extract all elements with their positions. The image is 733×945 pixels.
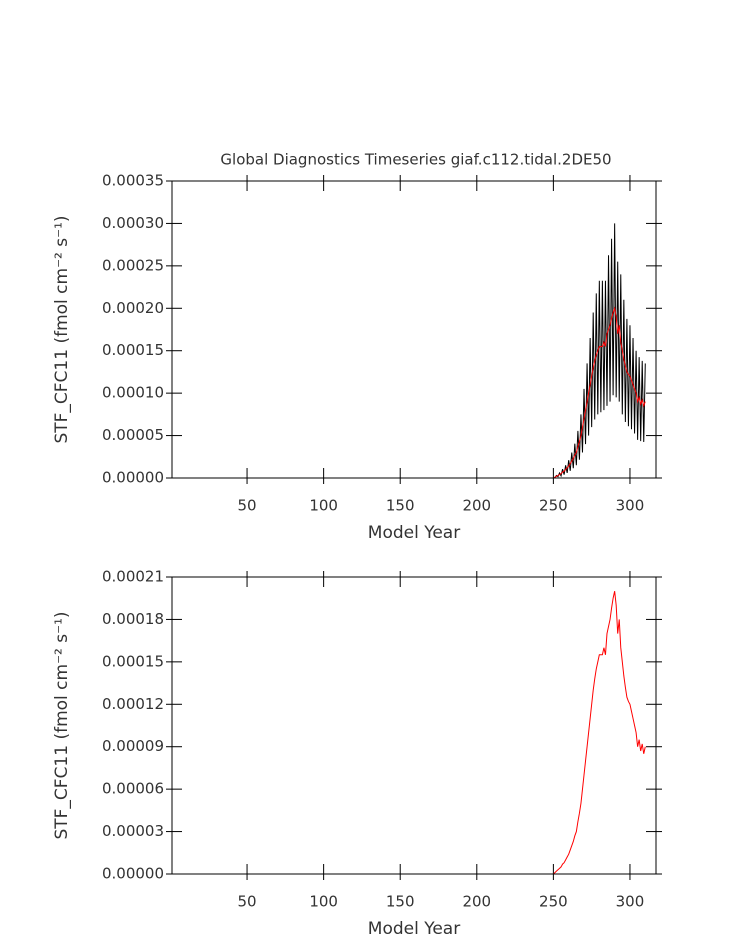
x-axis-label: Model Year	[368, 523, 460, 543]
x-tick-label: 300	[616, 497, 645, 515]
x-tick-label: 300	[616, 893, 645, 911]
series-line	[172, 591, 646, 875]
y-tick-label: 0.00035	[102, 172, 164, 190]
x-tick-label: 250	[539, 893, 568, 911]
x-tick-label: 250	[539, 497, 568, 515]
y-tick-label: 0.00012	[102, 695, 164, 713]
y-tick-label: 0.00025	[102, 256, 164, 274]
series-line	[172, 223, 646, 479]
y-tick-label: 0.00003	[102, 822, 164, 840]
x-tick-label: 50	[238, 497, 257, 515]
x-tick-label: 150	[386, 893, 415, 911]
y-tick-label: 0.00015	[102, 652, 164, 670]
y-axis-label: STF_CFC11 (fmol cm⁻² s⁻¹)	[52, 611, 72, 839]
y-tick-label: 0.00020	[102, 299, 164, 317]
y-tick-label: 0.00005	[102, 426, 164, 444]
x-tick-label: 100	[309, 893, 338, 911]
x-axis-label: Model Year	[368, 919, 460, 939]
y-tick-label: 0.00010	[102, 384, 164, 402]
chart-title: Global Diagnostics Timeseries giaf.c112.…	[220, 151, 611, 169]
plot-frame	[171, 180, 657, 479]
plot-frame	[171, 576, 657, 875]
y-tick-label: 0.00000	[102, 865, 164, 883]
series-line	[172, 306, 646, 479]
y-tick-label: 0.00030	[102, 214, 164, 232]
y-tick-label: 0.00009	[102, 737, 164, 755]
y-tick-label: 0.00000	[102, 469, 164, 487]
x-tick-label: 50	[238, 893, 257, 911]
y-tick-label: 0.00021	[102, 568, 164, 586]
y-tick-label: 0.00015	[102, 341, 164, 359]
x-tick-label: 200	[462, 893, 491, 911]
y-tick-label: 0.00018	[102, 610, 164, 628]
x-tick-label: 200	[462, 497, 491, 515]
y-tick-label: 0.00006	[102, 780, 164, 798]
x-tick-label: 150	[386, 497, 415, 515]
x-tick-label: 100	[309, 497, 338, 515]
y-axis-label: STF_CFC11 (fmol cm⁻² s⁻¹)	[52, 215, 72, 443]
